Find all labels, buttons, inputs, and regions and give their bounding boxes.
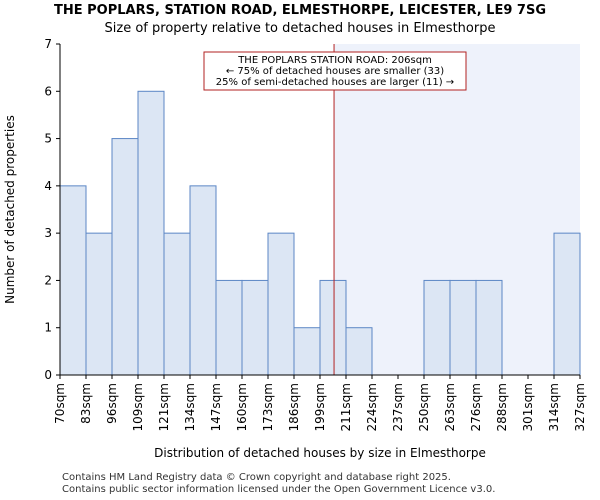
x-tick-label-250sqm: 250sqm: [417, 383, 431, 431]
annotation-line-1: THE POPLARS STATION ROAD: 206sqm: [237, 55, 432, 66]
y-axis-label: Number of detached properties: [3, 115, 17, 304]
bar-160sqm: [241, 279, 269, 376]
x-tick-label-288sqm: 288sqm: [495, 383, 509, 431]
y-tick-label-1: 1: [44, 321, 52, 335]
y-tick-label-2: 2: [44, 273, 52, 287]
bar-121sqm: [163, 232, 191, 376]
x-tick-label-173sqm: 173sqm: [261, 383, 275, 431]
x-axis-label: Distribution of detached houses by size …: [154, 446, 486, 460]
bar-147sqm: [215, 279, 243, 376]
y-tick-label-4: 4: [44, 179, 52, 193]
x-tick-label-301sqm: 301sqm: [521, 383, 535, 431]
x-tick-label-314sqm: 314sqm: [547, 383, 561, 431]
x-tick-label-121sqm: 121sqm: [157, 383, 171, 431]
bar-211sqm: [345, 327, 373, 376]
x-tick-label-327sqm: 327sqm: [573, 383, 587, 431]
x-tick-label-70sqm: 70sqm: [53, 383, 67, 424]
x-tick-label-96sqm: 96sqm: [105, 383, 119, 424]
x-tick-label-211sqm: 211sqm: [339, 383, 353, 431]
annotation-line-3: 25% of semi-detached houses are larger (…: [216, 77, 454, 88]
bar-276sqm: [475, 279, 503, 376]
x-tick-label-186sqm: 186sqm: [287, 383, 301, 431]
annotation-box: [203, 51, 467, 91]
y-tick-label-0: 0: [44, 368, 52, 382]
bar-83sqm: [85, 232, 113, 376]
x-tick-label-160sqm: 160sqm: [235, 383, 249, 431]
bar-134sqm: [189, 185, 217, 376]
bar-70sqm: [59, 185, 87, 376]
y-tick-label-7: 7: [44, 37, 52, 51]
x-tick-label-83sqm: 83sqm: [79, 383, 93, 424]
footer-licence: Contains public sector information licen…: [62, 484, 496, 495]
bar-109sqm: [137, 90, 165, 376]
bar-250sqm: [423, 279, 451, 376]
x-tick-label-134sqm: 134sqm: [183, 383, 197, 431]
x-tick-label-109sqm: 109sqm: [131, 383, 145, 431]
chart-subtitle: Size of property relative to detached ho…: [104, 21, 496, 36]
footer-copyright: Contains HM Land Registry data © Crown c…: [62, 472, 451, 483]
y-tick-label-6: 6: [44, 84, 52, 98]
x-tick-label-147sqm: 147sqm: [209, 383, 223, 431]
chart-title: THE POPLARS, STATION ROAD, ELMESTHORPE, …: [54, 3, 546, 18]
bar-186sqm: [293, 327, 321, 376]
y-tick-label-3: 3: [44, 226, 52, 240]
bar-314sqm: [553, 232, 581, 376]
x-tick-label-263sqm: 263sqm: [443, 383, 457, 431]
x-tick-label-199sqm: 199sqm: [313, 383, 327, 431]
bar-263sqm: [449, 279, 477, 376]
x-tick-label-237sqm: 237sqm: [391, 383, 405, 431]
bar-173sqm: [267, 232, 295, 376]
annotation-line-2: ← 75% of detached houses are smaller (33…: [226, 66, 444, 77]
x-tick-label-276sqm: 276sqm: [469, 383, 483, 431]
bar-96sqm: [111, 138, 139, 376]
y-tick-label-5: 5: [44, 132, 52, 146]
x-tick-label-224sqm: 224sqm: [365, 383, 379, 431]
bar-199sqm: [319, 279, 347, 376]
